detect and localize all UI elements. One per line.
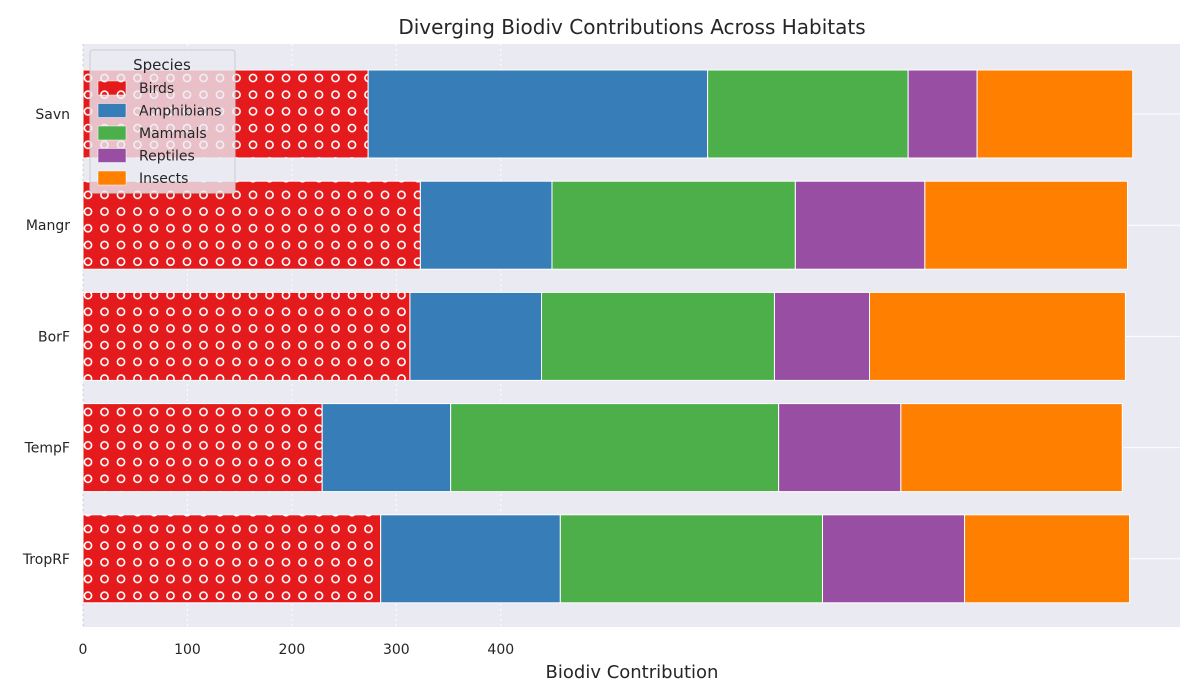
y-tick-label: TempF bbox=[24, 441, 70, 457]
bar-reptiles-mangr bbox=[794, 180, 926, 270]
x-tick-label: 0 bbox=[79, 642, 88, 658]
legend-label-amphibians: Amphibians bbox=[139, 104, 221, 120]
bar-insects-tempf bbox=[900, 403, 1123, 493]
bar-mammals-tempf bbox=[450, 403, 780, 493]
bar-reptiles-tempf bbox=[778, 403, 902, 493]
x-axis-label: Biodiv Contribution bbox=[546, 662, 719, 683]
chart-title: Diverging Biodiv Contributions Across Ha… bbox=[398, 15, 865, 39]
bar-hatch-mangr bbox=[83, 181, 421, 270]
bar-mammals-savn bbox=[707, 69, 909, 159]
bar-mammals-troprf bbox=[559, 514, 824, 604]
bar-reptiles-borf bbox=[773, 291, 871, 381]
bar-amphibians-troprf bbox=[380, 514, 561, 604]
legend-swatch-hatch bbox=[98, 81, 126, 95]
legend-label-birds: Birds bbox=[139, 81, 174, 97]
x-tick-label: 300 bbox=[383, 642, 410, 658]
legend-items: Birds Amphibians Mammals Reptiles Insects bbox=[97, 80, 221, 187]
y-tick-labels: TropRF TempF BorF Mangr Savn bbox=[22, 107, 70, 568]
y-tick-label: BorF bbox=[38, 329, 70, 345]
y-tick-label: TropRF bbox=[22, 552, 70, 568]
legend-swatch-mammals bbox=[97, 125, 127, 141]
bar-reptiles-troprf bbox=[822, 514, 966, 604]
legend-title: Species bbox=[133, 56, 191, 74]
legend-swatch-reptiles bbox=[97, 148, 127, 163]
x-tick-label: 400 bbox=[487, 642, 514, 658]
legend-swatch-amphibians bbox=[97, 103, 127, 118]
legend-swatch-insects bbox=[97, 170, 127, 186]
bar-amphibians-tempf bbox=[321, 403, 452, 493]
bar-hatch-borf bbox=[83, 292, 410, 381]
bar-insects-savn bbox=[976, 69, 1134, 159]
bar-insects-borf bbox=[869, 291, 1126, 381]
bar-amphibians-mangr bbox=[419, 180, 553, 270]
bar-reptiles-savn bbox=[907, 69, 978, 159]
bar-amphibians-savn bbox=[367, 69, 709, 159]
bar-hatch-tempf bbox=[83, 403, 323, 492]
bar-insects-troprf bbox=[964, 514, 1131, 604]
bar-amphibians-borf bbox=[409, 291, 543, 381]
bar-mammals-borf bbox=[541, 291, 775, 381]
y-tick-label: Savn bbox=[35, 107, 70, 123]
x-tick-label: 100 bbox=[174, 642, 201, 658]
legend-label-mammals: Mammals bbox=[139, 126, 207, 142]
legend: Species Birds Amphibians Mammals Reptiles In… bbox=[89, 49, 236, 194]
bar-insects-mangr bbox=[924, 180, 1128, 270]
bar-hatch-troprf bbox=[83, 514, 381, 603]
legend-label-reptiles: Reptiles bbox=[139, 149, 195, 165]
bar-mammals-mangr bbox=[551, 180, 796, 270]
x-tick-labels: 0 100 200 300 400 bbox=[79, 642, 515, 658]
bars bbox=[82, 69, 1134, 604]
x-tick-label: 200 bbox=[279, 642, 306, 658]
y-tick-label: Mangr bbox=[26, 218, 70, 234]
legend-label-insects: Insects bbox=[139, 171, 188, 187]
